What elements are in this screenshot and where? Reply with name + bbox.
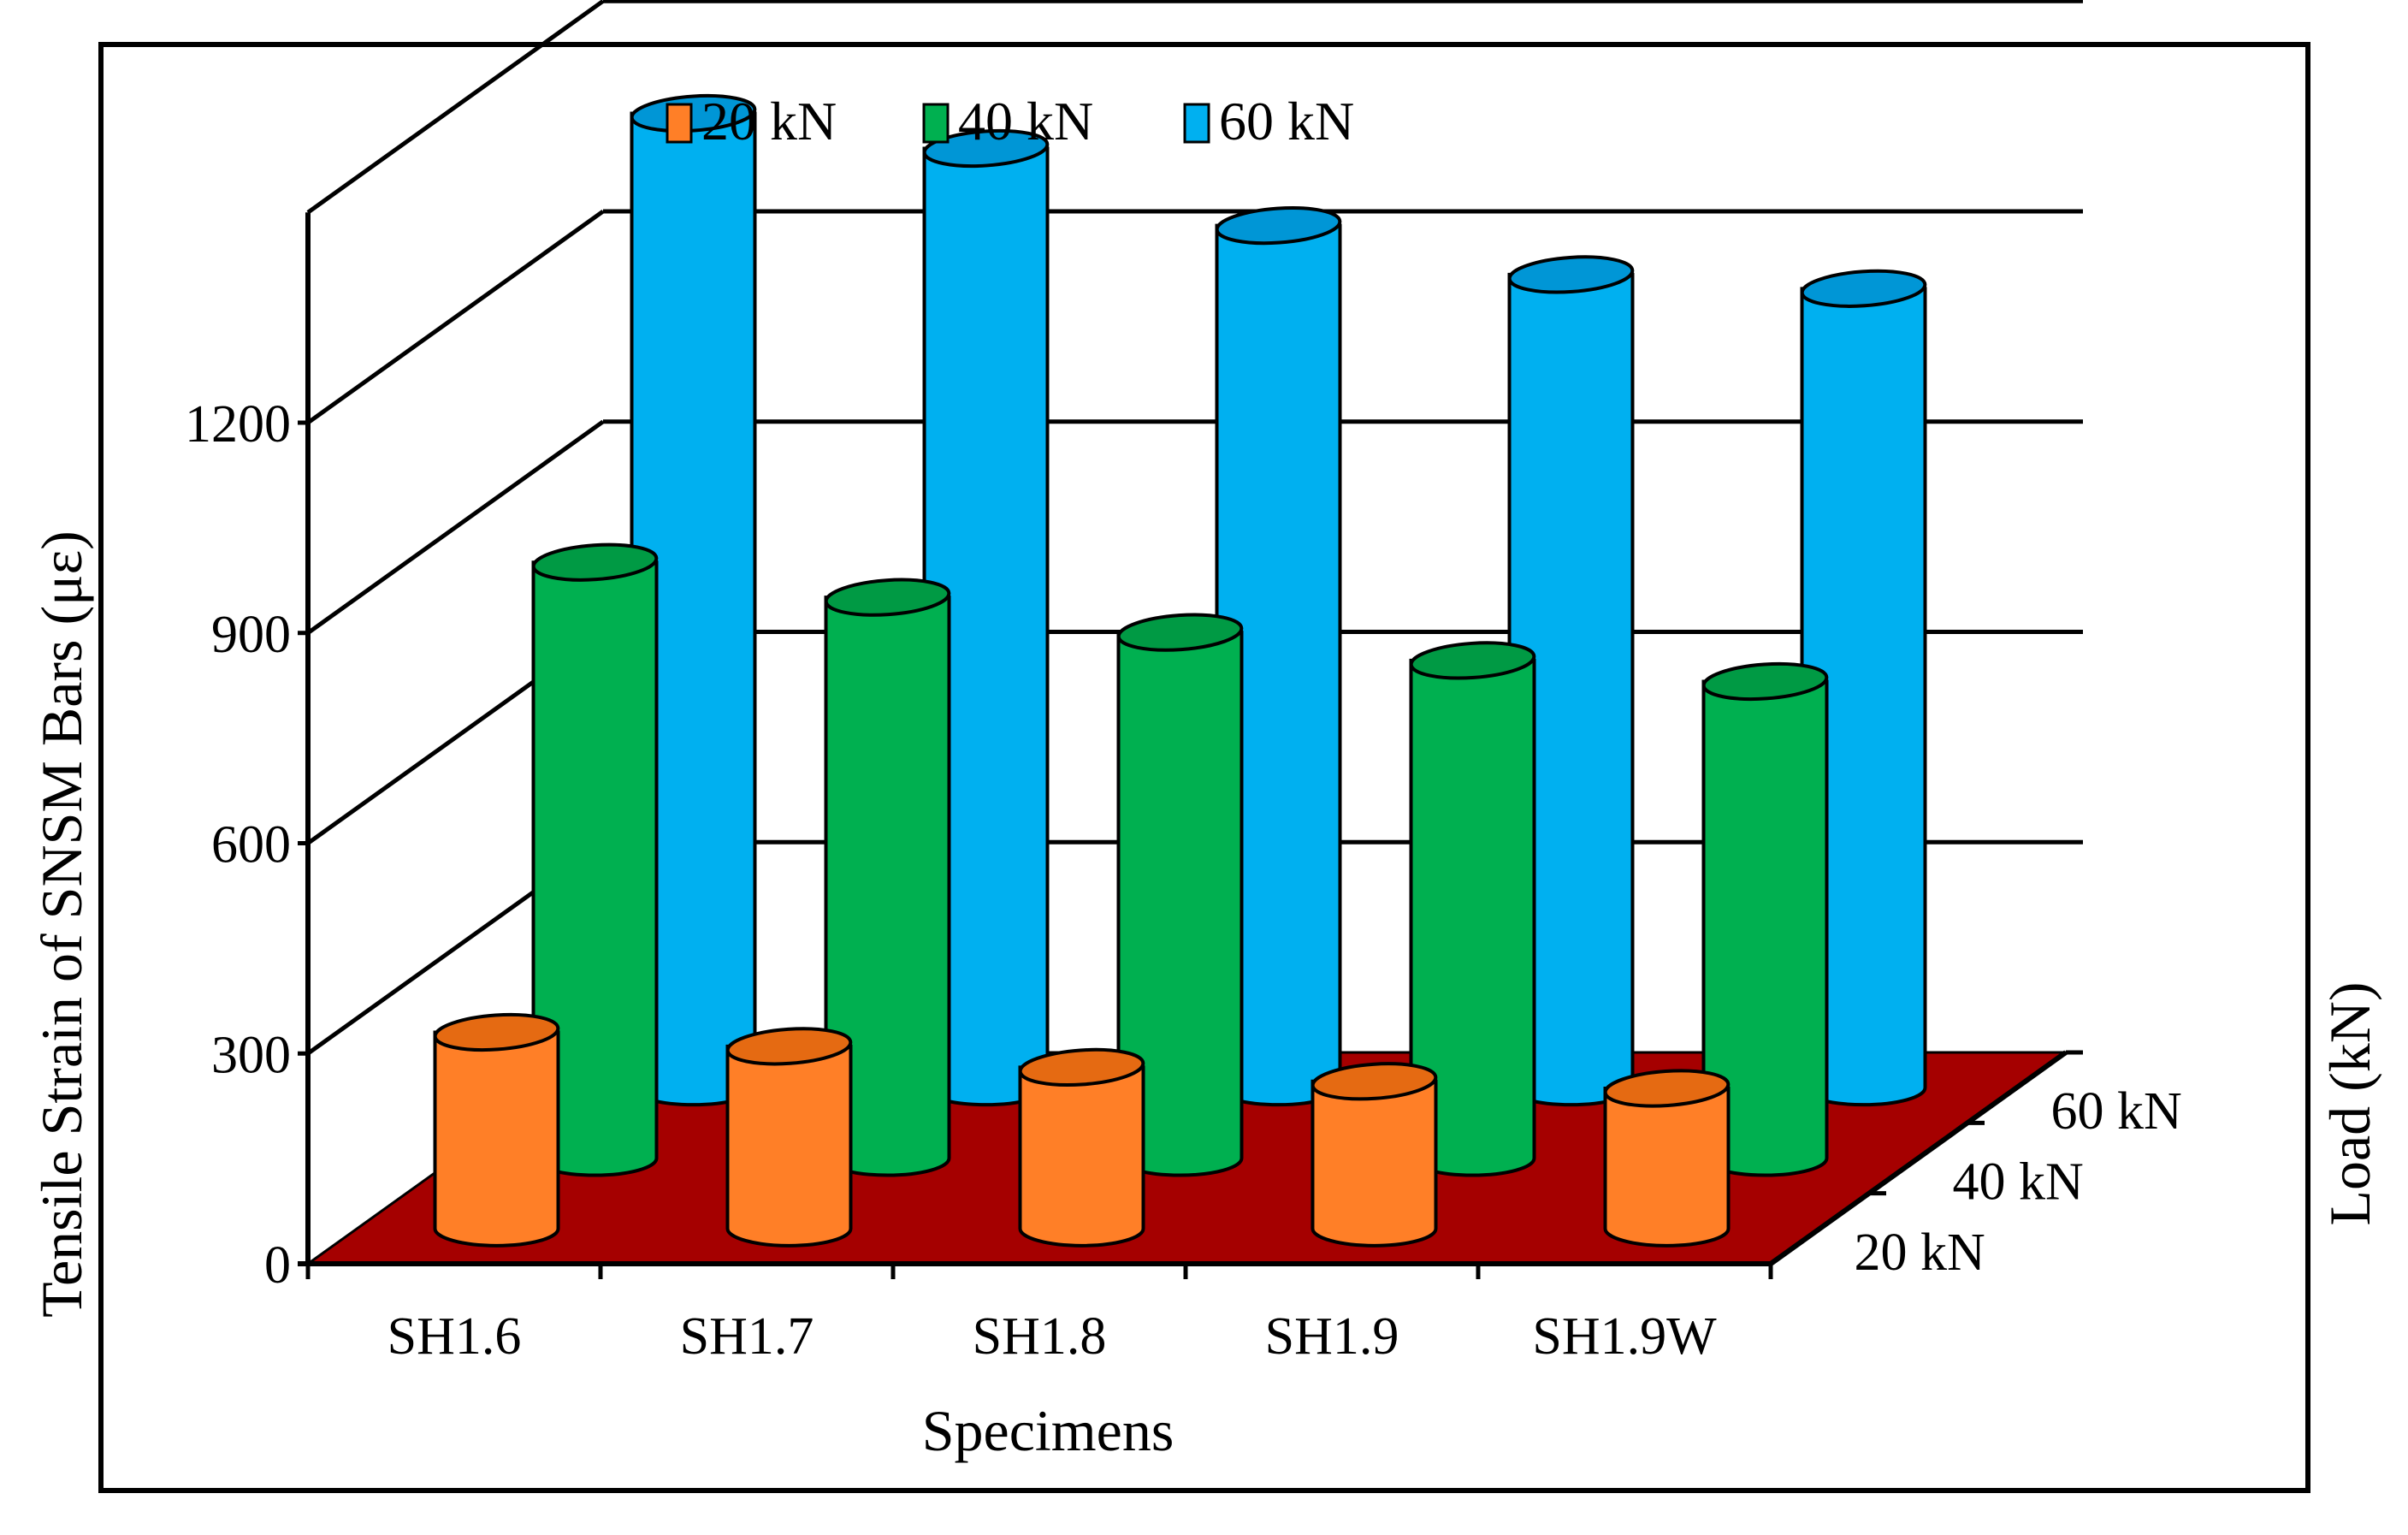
bar-top xyxy=(1800,269,1927,308)
y-tick-label: 600 xyxy=(211,816,291,874)
legend-swatch xyxy=(666,103,693,144)
bar-body xyxy=(1018,1065,1145,1248)
bar-cylinder xyxy=(1800,269,1927,1107)
y-tick-label: 0 xyxy=(264,1236,291,1295)
legend-label: 60 kN xyxy=(1219,91,1354,151)
gridline-side xyxy=(306,209,605,425)
z-tick-label: 20 kN xyxy=(1855,1224,1985,1282)
bar-top xyxy=(922,128,1050,169)
x-tick-label: SH1.6 xyxy=(388,1307,522,1366)
bar-top xyxy=(1603,1069,1731,1108)
bar-top xyxy=(1409,641,1536,680)
bars xyxy=(433,93,1927,1248)
gridline-side xyxy=(306,0,605,215)
legend-label: 20 kN xyxy=(701,91,837,151)
legend-item: 60 kN xyxy=(1183,91,1354,151)
legend-swatch xyxy=(922,103,950,144)
y-tick-label: 300 xyxy=(211,1026,291,1084)
x-tick-label: SH1.7 xyxy=(680,1307,814,1366)
bar-top xyxy=(1507,255,1635,294)
bar-top xyxy=(1701,661,1829,702)
legend-item: 20 kN xyxy=(666,91,837,151)
legend-label: 40 kN xyxy=(958,91,1093,151)
bar-cylinder xyxy=(1116,613,1244,1177)
bar-top xyxy=(433,1012,560,1052)
z-tick-label: 60 kN xyxy=(2051,1082,2182,1141)
x-tick-label: SH1.9 xyxy=(1265,1307,1399,1366)
y-axis-label: Tensile Strain of SNSM Bars (με) xyxy=(29,530,94,1318)
x-axis-label: Specimens xyxy=(922,1398,1174,1463)
gridline-side xyxy=(306,419,605,635)
bar-body xyxy=(725,1044,853,1248)
legend-item: 40 kN xyxy=(922,91,1093,151)
bar-cylinder xyxy=(824,578,951,1177)
bar-cylinder xyxy=(1603,1069,1731,1248)
bar-top xyxy=(1018,1047,1145,1087)
bar-top xyxy=(531,542,659,582)
bar-body xyxy=(1310,1079,1438,1248)
bar-cylinder xyxy=(725,1027,853,1248)
bar-body xyxy=(1603,1087,1731,1248)
bar-top xyxy=(630,93,757,133)
bar-cylinder xyxy=(1018,1047,1145,1248)
bar-cylinder xyxy=(531,542,659,1177)
bar-cylinder xyxy=(1310,1062,1438,1248)
bar-top xyxy=(1310,1062,1438,1101)
bar-cylinder xyxy=(1701,661,1829,1177)
bar-cylinder xyxy=(433,1012,560,1248)
bar-top xyxy=(725,1027,853,1066)
z-tick-label: 40 kN xyxy=(1953,1153,2084,1212)
bar-top xyxy=(824,578,951,617)
legend: 20 kN 40 kN 60 kN xyxy=(666,91,1354,151)
x-tick-label: SH1.8 xyxy=(973,1307,1107,1366)
bar-top xyxy=(1116,613,1244,652)
y-tick-label: 1200 xyxy=(185,395,291,453)
y-tick-label: 900 xyxy=(211,606,291,664)
x-tick-label: SH1.9W xyxy=(1532,1307,1717,1366)
z-axis-line xyxy=(1769,1050,2068,1266)
bar-body xyxy=(433,1030,560,1248)
legend-swatch xyxy=(1183,103,1210,144)
bar-top xyxy=(1215,206,1342,246)
z-axis-label: Load (kN) xyxy=(2317,981,2382,1225)
axes: 0 300 600 900 1200 SH1.6 SH1.7 SH1.8 SH1.9 SH1.9W… xyxy=(185,212,2182,1366)
